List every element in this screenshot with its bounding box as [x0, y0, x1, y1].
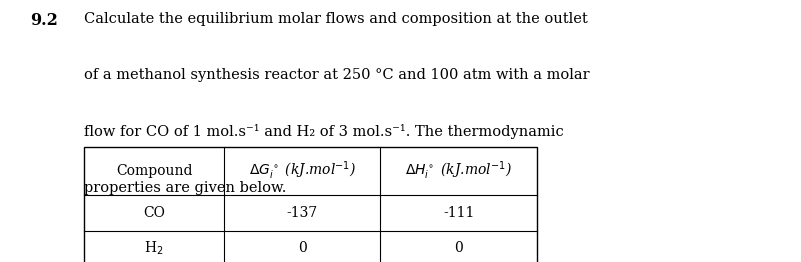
Text: 0: 0 — [454, 241, 463, 255]
Text: Calculate the equilibrium molar flows and composition at the outlet: Calculate the equilibrium molar flows an… — [84, 12, 588, 26]
Text: properties are given below.: properties are given below. — [84, 181, 287, 195]
Text: $\Delta H_i^\circ$ (kJ.mol$^{-1}$): $\Delta H_i^\circ$ (kJ.mol$^{-1}$) — [405, 160, 512, 182]
Text: of a methanol synthesis reactor at 250 °C and 100 atm with a molar: of a methanol synthesis reactor at 250 °… — [84, 68, 590, 82]
Text: CO: CO — [143, 206, 165, 220]
Text: $\Delta G_i^\circ$ (kJ.mol$^{-1}$): $\Delta G_i^\circ$ (kJ.mol$^{-1}$) — [249, 160, 356, 182]
Text: flow for CO of 1 mol.s⁻¹ and H₂ of 3 mol.s⁻¹. The thermodynamic: flow for CO of 1 mol.s⁻¹ and H₂ of 3 mol… — [84, 124, 564, 139]
Bar — [84, 147, 537, 262]
Text: 0: 0 — [298, 241, 307, 255]
Text: Compound: Compound — [116, 164, 192, 178]
Text: -111: -111 — [443, 206, 474, 220]
Text: H$_2$: H$_2$ — [144, 239, 164, 257]
Text: -137: -137 — [287, 206, 318, 220]
Text: 9.2: 9.2 — [30, 12, 58, 29]
